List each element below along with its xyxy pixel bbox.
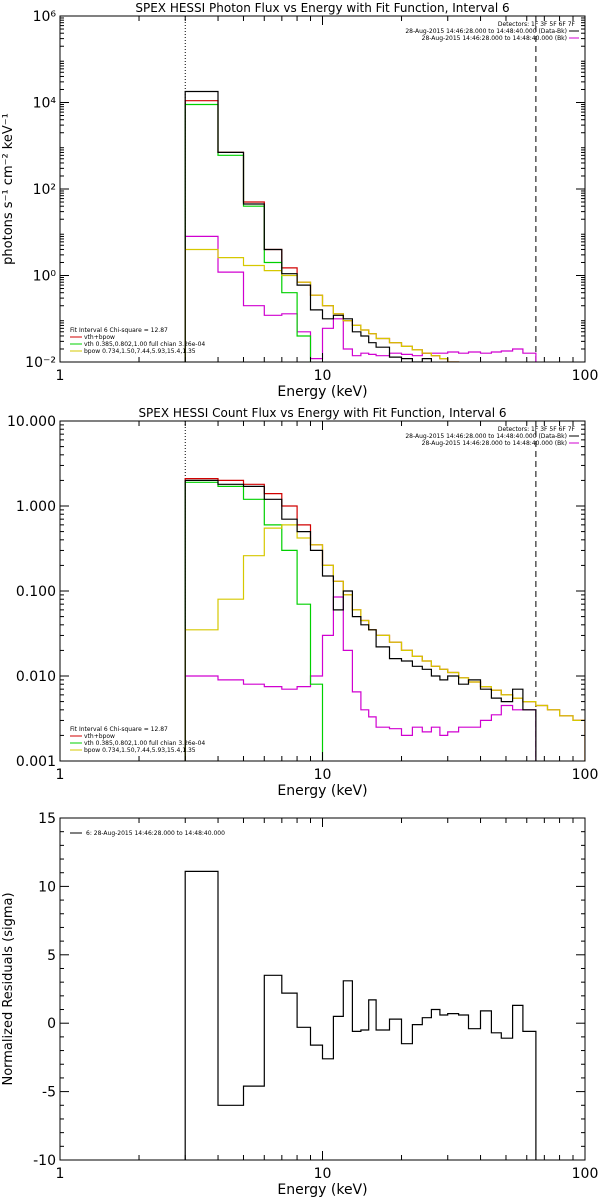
panel3-ytick-label: -5 bbox=[42, 1085, 56, 1101]
panel2-xtick-label: 10 bbox=[314, 767, 332, 783]
panel2-legend-bl-1: vth+bpow bbox=[84, 733, 115, 740]
panel1-ytick-label: 10⁶ bbox=[33, 9, 57, 25]
panel2-ytick-label: 1.000 bbox=[16, 499, 56, 515]
panel2-series-bk bbox=[184, 596, 537, 761]
panel1-legend-bl-3: bpow 0.734,1.50,7.44,5.93,15.4,1.35 bbox=[84, 348, 196, 355]
panel2-legend-tr-0: Detectors: 1F 3F 5F 6F 7F bbox=[498, 426, 576, 433]
panel2-legend-bl-0: Fit Interval 6 Chi-square = 12.87 bbox=[70, 726, 168, 733]
panel3-ytick-label: 10 bbox=[38, 879, 56, 895]
panel1-xtick-label: 1 bbox=[56, 368, 65, 384]
panel3-ytick-label: 15 bbox=[38, 811, 56, 827]
panel2-ytick-label: 0.001 bbox=[16, 754, 56, 770]
panel1-legend-bl-2: vth 0.385,0.802,1.00 full chian 3.26e-04 bbox=[84, 341, 205, 348]
panel2-ytick-label: 0.010 bbox=[16, 669, 56, 685]
panel3-xlabel: Energy (keV) bbox=[277, 1182, 367, 1198]
panel1-series-bk bbox=[184, 235, 537, 362]
panel1-xtick-label: 100 bbox=[572, 368, 599, 384]
panel3-ytick-label: 5 bbox=[47, 948, 56, 964]
panel2-title: SPEX HESSI Count Flux vs Energy with Fit… bbox=[138, 406, 506, 420]
panel3-xtick-label: 100 bbox=[572, 1166, 599, 1182]
panel1-legend-tr-2: 28-Aug-2015 14:46:28.000 to 14:48:40.000… bbox=[422, 35, 567, 42]
panel3-legend-tl-0: 6: 28-Aug-2015 14:46:28.000 to 14:48:40.… bbox=[86, 830, 225, 837]
panel1-title: SPEX HESSI Photon Flux vs Energy with Fi… bbox=[135, 1, 509, 15]
panel3-xtick-label: 10 bbox=[314, 1166, 332, 1182]
panel1-ytick-label: 10⁰ bbox=[33, 269, 57, 285]
panel1-legend-bl-0: Fit Interval 6 Chi-square = 12.87 bbox=[70, 327, 168, 334]
panel3-series-data bbox=[184, 870, 537, 1160]
panel1-legend-tr-1: 28-Aug-2015 14:46:28.000 to 14:48:40.000… bbox=[405, 28, 567, 35]
panel2-legend-tr-2: 28-Aug-2015 14:46:28.000 to 14:48:40.000… bbox=[422, 440, 567, 447]
panel1-legend-tr-0: Detectors: 1F 3F 5F 6F 7F bbox=[498, 21, 576, 28]
panel1-ylabel: photons s⁻¹ cm⁻² keV⁻¹ bbox=[1, 113, 16, 265]
panel1-xtick-label: 10 bbox=[314, 368, 332, 384]
panel1-ytick-label: 10⁴ bbox=[33, 96, 57, 112]
panel2-ytick-label: 10.000 bbox=[7, 414, 56, 430]
panel2-xlabel: Energy (keV) bbox=[277, 783, 367, 799]
panel3-xtick-label: 1 bbox=[56, 1166, 65, 1182]
panel1-xlabel: Energy (keV) bbox=[277, 384, 367, 400]
panel2-legend-bl-3: bpow 0.734,1.50,7.44,5.93,15.4,1.35 bbox=[84, 747, 196, 754]
panel2-legend-tr-1: 28-Aug-2015 14:46:28.000 to 14:48:40.000… bbox=[405, 433, 567, 440]
panel3-ytick-label: -10 bbox=[33, 1153, 56, 1169]
panel1-ytick-label: 10² bbox=[33, 182, 56, 198]
panel3-ylabel: Normalized Residuals (sigma) bbox=[1, 892, 16, 1085]
panel2-legend-bl-2: vth 0.385,0.802,1.00 full chian 3.26e-04 bbox=[84, 740, 205, 747]
panel1-legend-bl-1: vth+bpow bbox=[84, 334, 115, 341]
panel3-ytick-label: 0 bbox=[47, 1016, 56, 1032]
panel2-xtick-label: 100 bbox=[572, 767, 599, 783]
panel2-xtick-label: 1 bbox=[56, 767, 65, 783]
panel1-series-data bbox=[184, 90, 432, 362]
panel2-ytick-label: 0.100 bbox=[16, 584, 56, 600]
panel2-series-data bbox=[184, 479, 537, 761]
panel1-ytick-label: 10⁻² bbox=[25, 355, 56, 371]
